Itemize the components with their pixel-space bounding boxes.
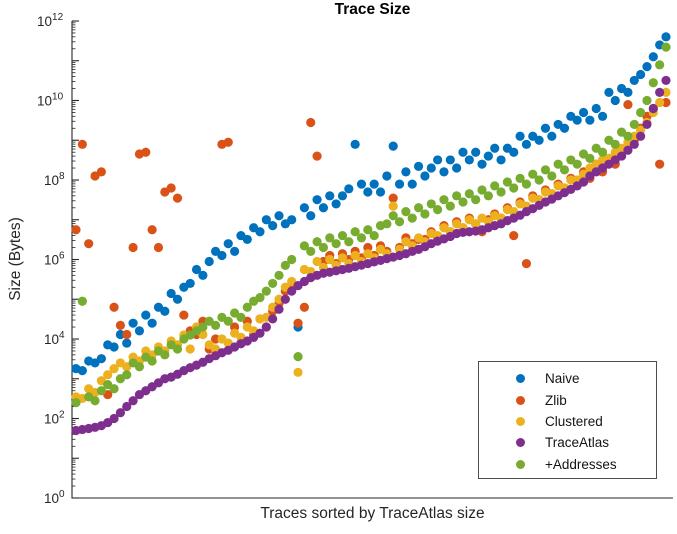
- zlib-marker-icon: [516, 395, 525, 405]
- legend-item-zlib: Zlib: [479, 389, 656, 410]
- clustered-marker-icon: [516, 416, 525, 426]
- x-axis-label: Traces sorted by TraceAtlas size: [260, 505, 485, 522]
- y-tick-label: 104: [44, 330, 65, 347]
- addresses-marker-icon: [516, 459, 525, 469]
- legend-label-clustered: Clustered: [545, 413, 603, 429]
- series-traceatlas: [71, 75, 671, 436]
- y-tick-label: 106: [44, 251, 65, 268]
- legend-item-addresses: +Addresses: [479, 454, 656, 475]
- legend-item-traceatlas: TraceAtlas: [479, 432, 656, 453]
- legend-label-zlib: Zlib: [545, 392, 567, 408]
- y-tick-label: 1012: [37, 12, 64, 29]
- naive-marker-icon: [516, 374, 525, 384]
- legend-label-naive: Naive: [545, 371, 580, 387]
- y-tick-label: 100: [44, 489, 65, 506]
- y-tick-label: 1010: [37, 92, 64, 109]
- y-tick-label: 108: [44, 171, 65, 188]
- legend-label-traceatlas: TraceAtlas: [545, 435, 610, 451]
- legend-label-addresses: +Addresses: [545, 456, 617, 472]
- series-addresses: [71, 42, 671, 408]
- traceatlas-marker-icon: [516, 438, 525, 448]
- legend: Naive Zlib Clustered TraceAtlas +Address…: [478, 361, 657, 479]
- legend-item-naive: Naive: [479, 368, 656, 389]
- series-naive: [71, 32, 671, 376]
- y-tick-label: 102: [44, 410, 65, 427]
- y-tick-labels: 100 102 104 106 108 1010 1012: [37, 12, 65, 506]
- y-axis-label: Size (Bytes): [7, 217, 24, 301]
- chart-title: Trace Size: [334, 1, 411, 18]
- legend-item-clustered: Clustered: [479, 411, 656, 432]
